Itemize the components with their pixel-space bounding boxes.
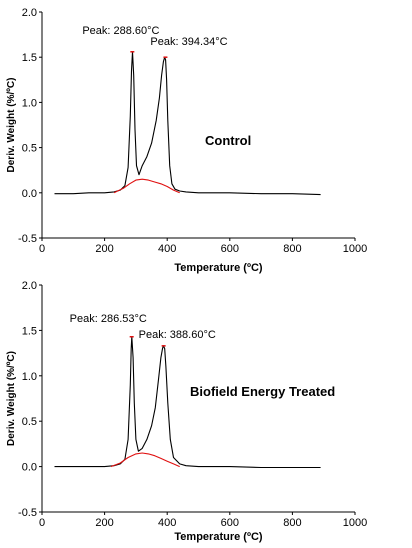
y-tick-label: 0.0 <box>22 462 37 474</box>
dtg-curve <box>54 51 321 196</box>
x-tick-label: 600 <box>221 517 239 529</box>
y-axis-label: Deriv. Weight (%/ºC) <box>6 351 17 446</box>
chart-2: -0.5 0.0 0.5 1.0 1.5 2.0 0 200 400 600 800 1000 Temp… <box>6 280 367 543</box>
y-tick-label: 1.0 <box>22 371 37 383</box>
baseline-curve <box>110 452 180 468</box>
y-tick-label: 2.0 <box>22 7 37 19</box>
x-tick-label: 1000 <box>343 243 367 255</box>
panel-label: Control <box>205 133 251 148</box>
peak-label: Peak: 288.60°C <box>82 25 159 37</box>
chart-1: -0.5 0.0 0.5 1.0 1.5 2.0 0 200 400 600 800 1000 Temp… <box>6 7 367 274</box>
y-tick-label: 1.0 <box>22 97 37 109</box>
dtg-curve <box>54 336 321 469</box>
x-tick-label: 1000 <box>343 517 367 529</box>
x-tick-label: 0 <box>39 243 45 255</box>
y-tick-label: -0.5 <box>18 233 37 245</box>
y-tick-label: 0.0 <box>22 188 37 200</box>
peak-label: Peak: 388.60°C <box>139 329 216 341</box>
baseline-curve <box>113 178 180 194</box>
y-tick-label: -0.5 <box>18 507 37 519</box>
y-tick-label: 1.5 <box>22 52 37 64</box>
panel-label: Biofield Energy Treated <box>190 384 335 399</box>
y-axis-label: Deriv. Weight (%/ºC) <box>6 78 17 173</box>
x-tick-label: 400 <box>158 243 176 255</box>
y-tick-label: 1.5 <box>22 325 37 337</box>
y-tick-label: 2.0 <box>22 280 37 292</box>
x-tick-label: 200 <box>95 243 113 255</box>
peak-label: Peak: 394.34°C <box>150 36 227 48</box>
y-tick-label: 0.5 <box>22 143 37 155</box>
x-tick-label: 800 <box>283 517 301 529</box>
peak-label: Peak: 286.53°C <box>70 313 147 325</box>
x-tick-label: 600 <box>221 243 239 255</box>
x-axis-label: Temperature (ºC) <box>174 262 262 274</box>
x-tick-label: 200 <box>95 517 113 529</box>
x-tick-label: 800 <box>283 243 301 255</box>
x-tick-label: 400 <box>158 517 176 529</box>
x-axis-label: Temperature (ºC) <box>174 531 262 543</box>
y-tick-label: 0.5 <box>22 416 37 428</box>
x-tick-label: 0 <box>39 517 45 529</box>
